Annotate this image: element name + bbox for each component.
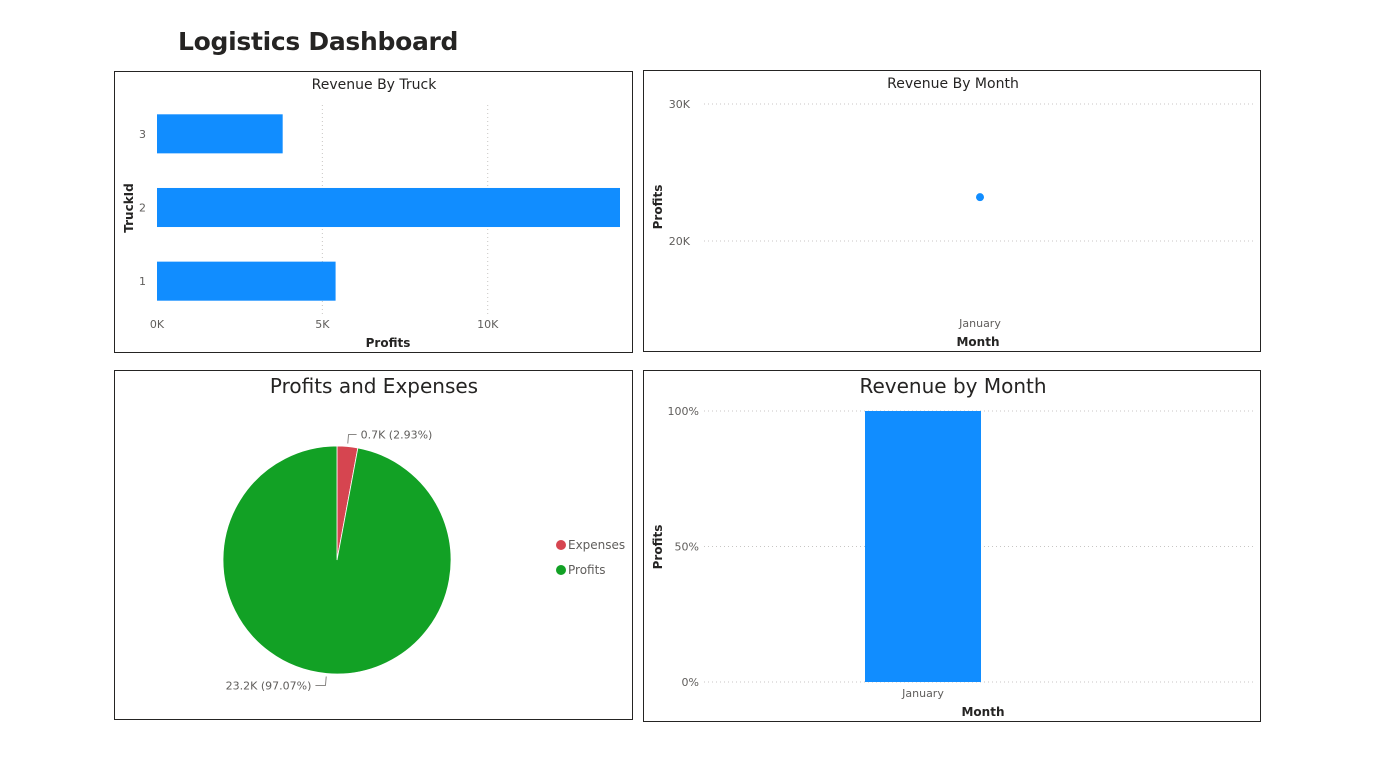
chart-title: Profits and Expenses: [270, 374, 478, 398]
y-tick-label: 30K: [669, 98, 691, 111]
bar-truck-2[interactable]: [157, 187, 620, 228]
revenue-by-truck-panel[interactable]: Revenue By Truck Profits TruckId 0K 5K 10K…: [114, 71, 633, 353]
legend-marker-profits: [556, 565, 566, 575]
x-tick-label: 5K: [315, 318, 330, 331]
bar-truck-3[interactable]: [157, 114, 283, 154]
y-tick-label: 0%: [682, 676, 699, 689]
y-tick-label: 20K: [669, 235, 691, 248]
bar-truck-1[interactable]: [157, 261, 336, 301]
x-tick-label: 10K: [477, 318, 499, 331]
y-axis-label: Profits: [651, 185, 665, 230]
pie-data-label: 23.2K (97.07%): [226, 679, 312, 692]
x-axis-label: Month: [961, 705, 1004, 719]
legend-item-expenses[interactable]: Expenses: [568, 538, 625, 552]
pie-data-label: 0.7K (2.93%): [361, 429, 433, 442]
scatter-point-january[interactable]: [976, 193, 984, 202]
pie-slice-profits[interactable]: [222, 445, 452, 675]
column-january[interactable]: [865, 411, 981, 682]
revenue-by-truck-chart: Revenue By Truck Profits TruckId 0K 5K 10K…: [122, 77, 620, 350]
revenue-by-month-column-panel[interactable]: Revenue by Month Month Profits 0% 50% 100%…: [643, 370, 1261, 722]
x-tick-label: 0K: [150, 318, 165, 331]
y-tick-label: 3: [139, 128, 146, 141]
x-axis-label: Profits: [366, 336, 411, 350]
x-tick-label: January: [958, 317, 1001, 330]
y-tick-label: 100%: [668, 405, 699, 418]
profits-expenses-chart: Profits and Expenses 0.7K (2.93%) 23.2K (…: [222, 374, 625, 692]
dashboard-title: Logistics Dashboard: [178, 27, 459, 56]
revenue-by-month-column-chart: Revenue by Month Month Profits 0% 50% 100%…: [651, 374, 1256, 719]
y-tick-label: 2: [139, 202, 146, 215]
revenue-by-month-scatter-panel[interactable]: Revenue By Month Month Profits 20K 30K Jan…: [643, 70, 1261, 352]
y-axis-label: TruckId: [122, 183, 136, 232]
y-axis-label: Profits: [651, 525, 665, 570]
pie-leader-line: [347, 434, 357, 444]
revenue-by-month-scatter-chart: Revenue By Month Month Profits 20K 30K Jan…: [651, 76, 1256, 349]
chart-title: Revenue By Truck: [312, 77, 438, 93]
pie-leader-line: [315, 676, 327, 686]
x-tick-label: January: [901, 687, 944, 700]
chart-title: Revenue By Month: [887, 76, 1019, 92]
y-tick-label: 1: [139, 275, 146, 288]
legend-item-profits[interactable]: Profits: [568, 563, 606, 577]
legend-marker-expenses: [556, 540, 566, 550]
profits-expenses-panel[interactable]: Profits and Expenses 0.7K (2.93%) 23.2K (…: [114, 370, 633, 720]
y-tick-label: 50%: [675, 541, 699, 554]
chart-title: Revenue by Month: [859, 374, 1046, 398]
x-axis-label: Month: [956, 335, 999, 349]
